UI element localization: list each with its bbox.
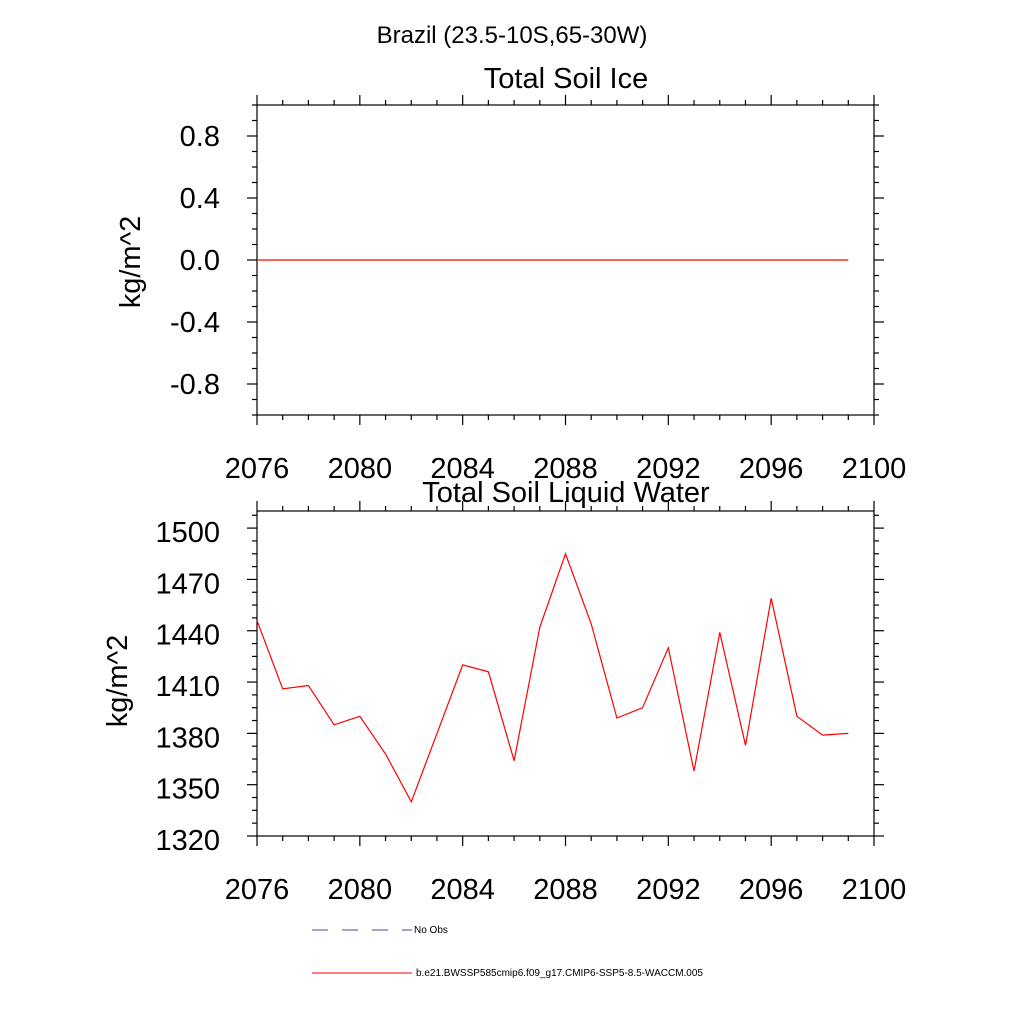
y-axis-label: kg/m^2 bbox=[102, 635, 134, 728]
x-tick-label: 2088 bbox=[533, 874, 598, 906]
legend-label-model: b.e21.BWSSP585cmip6.f09_g17.CMIP6-SSP5-8… bbox=[416, 968, 703, 979]
series-line bbox=[256, 552, 849, 804]
y-tick-label: 0.4 bbox=[180, 183, 220, 215]
y-tick-label: 1350 bbox=[155, 774, 220, 806]
x-tick-label: 2088 bbox=[533, 453, 598, 485]
y-tick-label: 1440 bbox=[155, 620, 220, 652]
y-tick-label: 0.0 bbox=[180, 245, 220, 277]
y-tick-label: 1380 bbox=[155, 722, 220, 754]
y-tick-label: 1320 bbox=[155, 825, 220, 857]
x-tick-label: 2076 bbox=[225, 453, 290, 485]
chart-title: Total Soil Liquid Water bbox=[422, 477, 710, 509]
y-tick-label: 1410 bbox=[155, 671, 220, 703]
legend-label-no-obs: No Obs bbox=[414, 925, 448, 936]
y-tick-label: -0.4 bbox=[170, 307, 220, 339]
x-tick-label: 2092 bbox=[636, 874, 701, 906]
y-tick-label: -0.8 bbox=[170, 369, 220, 401]
y-axis-label: kg/m^2 bbox=[115, 216, 147, 309]
chart-total-soil-liquid-water: Total Soil Liquid Water kg/m^2 2076 2080 2… bbox=[102, 477, 906, 906]
y-tick-label: 1500 bbox=[155, 517, 220, 549]
plot-frame bbox=[256, 510, 875, 837]
x-tick-label: 2100 bbox=[842, 453, 907, 485]
x-tick-label: 2084 bbox=[430, 453, 495, 485]
chart-title: Total Soil Ice bbox=[484, 63, 648, 95]
x-tick-label: 2084 bbox=[430, 874, 495, 906]
x-tick-label: 2096 bbox=[739, 874, 804, 906]
y-tick-label: 0.8 bbox=[180, 121, 220, 153]
x-tick-label: 2092 bbox=[636, 453, 701, 485]
x-tick-label: 2100 bbox=[842, 874, 907, 906]
x-tick-label: 2096 bbox=[739, 453, 804, 485]
figure-suptitle: Brazil (23.5-10S,65-30W) bbox=[377, 22, 648, 49]
x-tick-label: 2076 bbox=[225, 874, 290, 906]
x-tick-label: 2080 bbox=[328, 874, 393, 906]
y-tick-label: 1470 bbox=[155, 568, 220, 600]
chart-total-soil-ice: Total Soil Ice kg/m^2 2076 2080 2084 2088 20… bbox=[115, 63, 906, 485]
x-tick-label: 2080 bbox=[328, 453, 393, 485]
legend: No Obs b.e21.BWSSP585cmip6.f09_g17.CMIP6… bbox=[312, 925, 703, 979]
